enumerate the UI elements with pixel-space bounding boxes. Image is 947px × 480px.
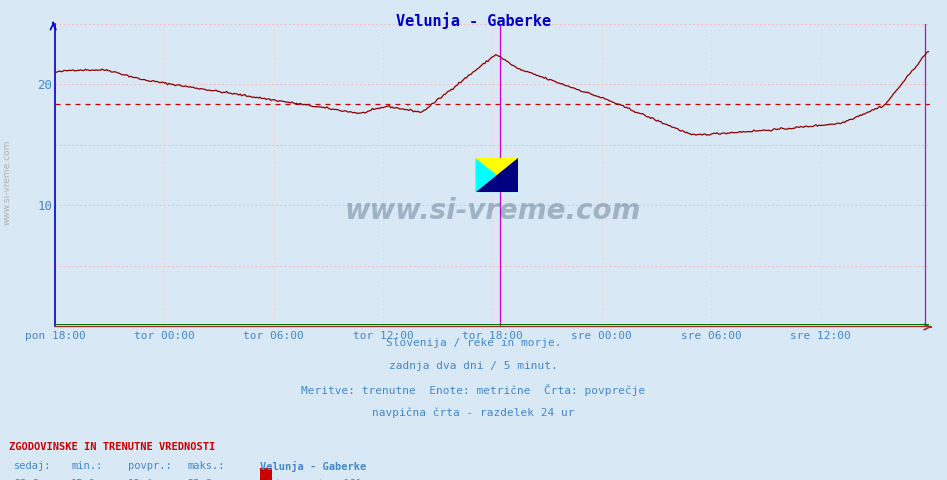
- Text: 22,8: 22,8: [14, 479, 39, 480]
- Text: 15,9: 15,9: [71, 479, 96, 480]
- Text: 18,4: 18,4: [128, 479, 152, 480]
- Text: www.si-vreme.com: www.si-vreme.com: [3, 140, 12, 225]
- Text: Slovenija / reke in morje.: Slovenija / reke in morje.: [385, 338, 562, 348]
- Text: maks.:: maks.:: [188, 461, 225, 471]
- Text: Meritve: trenutne  Enote: metrične  Črta: povprečje: Meritve: trenutne Enote: metrične Črta: …: [301, 384, 646, 396]
- Polygon shape: [475, 158, 518, 192]
- Text: navpična črta - razdelek 24 ur: navpična črta - razdelek 24 ur: [372, 408, 575, 418]
- Text: www.si-vreme.com: www.si-vreme.com: [344, 197, 641, 226]
- Polygon shape: [475, 158, 518, 192]
- Text: temperatura[C]: temperatura[C]: [275, 479, 362, 480]
- Text: sedaj:: sedaj:: [14, 461, 52, 471]
- Text: zadnja dva dni / 5 minut.: zadnja dva dni / 5 minut.: [389, 361, 558, 372]
- Text: min.:: min.:: [71, 461, 102, 471]
- Text: Velunja - Gaberke: Velunja - Gaberke: [260, 461, 366, 472]
- Text: ZGODOVINSKE IN TRENUTNE VREDNOSTI: ZGODOVINSKE IN TRENUTNE VREDNOSTI: [9, 442, 216, 452]
- Text: 22,8: 22,8: [188, 479, 212, 480]
- Polygon shape: [475, 158, 518, 192]
- Text: Velunja - Gaberke: Velunja - Gaberke: [396, 12, 551, 29]
- Text: povpr.:: povpr.:: [128, 461, 171, 471]
